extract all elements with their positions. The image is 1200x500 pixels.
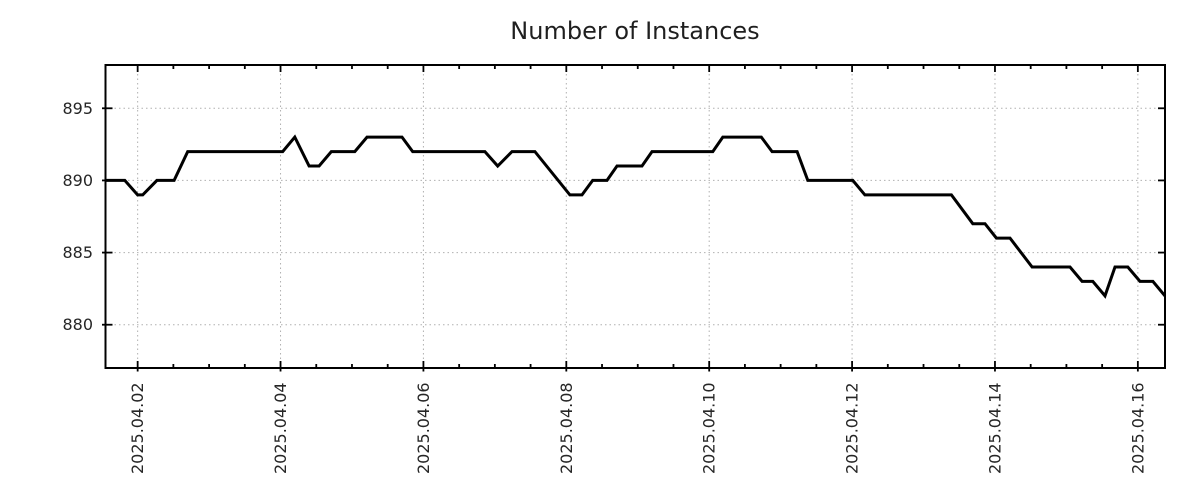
series-line-instances xyxy=(105,134,1167,299)
x-tick-label: 2025.04.14 xyxy=(985,382,1004,474)
series-layer xyxy=(105,134,1167,299)
grid-layer xyxy=(105,65,1165,368)
y-tick-label: 880 xyxy=(62,315,93,334)
x-tick-label: 2025.04.16 xyxy=(1128,382,1147,474)
y-tick-label: 890 xyxy=(62,171,93,190)
x-tick-label: 2025.04.06 xyxy=(414,382,433,474)
y-tick-label: 885 xyxy=(62,243,93,262)
label-layer: 2025.04.02 2025.04.04 2025.04.06 2025.04.08… xyxy=(62,99,1147,474)
y-tick-label: 895 xyxy=(62,99,93,118)
x-tick-label: 2025.04.10 xyxy=(700,382,719,474)
x-tick-label: 2025.04.08 xyxy=(557,382,576,474)
x-tick-label: 2025.04.02 xyxy=(128,382,147,474)
tick-layer xyxy=(102,65,1165,372)
plot-border xyxy=(104,64,1166,369)
x-tick-label: 2025.04.12 xyxy=(843,382,862,474)
x-tick-label: 2025.04.04 xyxy=(271,382,290,474)
chart-title: Number of Instances xyxy=(510,17,759,45)
